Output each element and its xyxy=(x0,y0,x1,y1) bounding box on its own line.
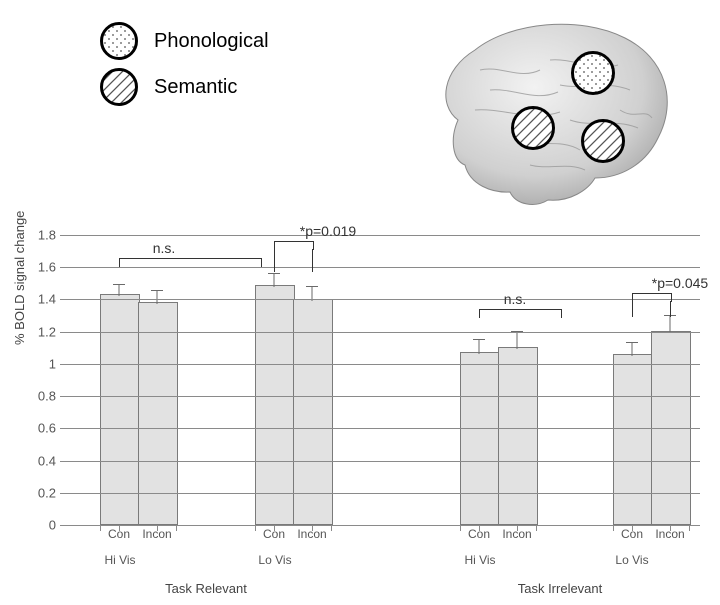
task-group-label: Task Irrelevant xyxy=(518,581,603,596)
legend-label: Semantic xyxy=(154,76,237,99)
significance-label: *p=0.019 xyxy=(300,223,356,239)
x-tick-mark xyxy=(100,525,101,531)
x-tick-label: Incon xyxy=(647,527,693,541)
legend-item: Phonological xyxy=(100,22,269,60)
legend-swatch-semantic xyxy=(100,68,138,106)
significance-drop xyxy=(632,301,633,317)
gridline xyxy=(60,235,700,236)
error-bar xyxy=(670,316,671,334)
bar-rect xyxy=(100,294,140,525)
x-tick-label: Incon xyxy=(494,527,540,541)
significance-label: n.s. xyxy=(153,240,176,256)
gridline xyxy=(60,267,700,268)
x-tick-label: Incon xyxy=(134,527,180,541)
error-bar xyxy=(517,332,518,350)
error-cap xyxy=(626,342,638,343)
bar-rect xyxy=(498,347,538,525)
significance-bracket xyxy=(274,241,314,250)
x-tick-mark xyxy=(613,525,614,531)
y-tick-label: 0.4 xyxy=(36,453,56,468)
significance-label: n.s. xyxy=(504,291,527,307)
significance-drop xyxy=(312,249,313,272)
semantic-roi-temporal xyxy=(581,119,625,163)
bar-rect xyxy=(138,302,178,525)
plot-area: n.s.*p=0.019n.s.*p=0.045 xyxy=(60,235,700,526)
bar-rect xyxy=(613,354,653,525)
bar-rect xyxy=(255,285,295,525)
significance-drop xyxy=(274,249,275,272)
gridline xyxy=(60,332,700,333)
y-tick-label: 1.4 xyxy=(36,292,56,307)
semantic-roi-frontal xyxy=(511,106,555,150)
bar-rect xyxy=(293,299,333,525)
legend-swatch-phonological xyxy=(100,22,138,60)
error-bar xyxy=(274,274,275,287)
y-tick-label: 1.2 xyxy=(36,324,56,339)
gridline xyxy=(60,428,700,429)
significance-bracket xyxy=(632,293,672,302)
error-bar xyxy=(632,343,633,356)
error-cap xyxy=(151,290,163,291)
y-tick-label: 0.8 xyxy=(36,389,56,404)
gridline xyxy=(60,493,700,494)
gridline xyxy=(60,364,700,365)
y-tick-label: 1 xyxy=(36,356,56,371)
x-tick-mark xyxy=(255,525,256,531)
brain-svg xyxy=(420,10,680,210)
error-cap xyxy=(306,286,318,287)
error-bar xyxy=(119,285,120,296)
gridline xyxy=(60,299,700,300)
legend: Phonological Semantic xyxy=(100,22,269,114)
vis-group-label: Hi Vis xyxy=(104,553,135,567)
y-tick-label: 1.8 xyxy=(36,228,56,243)
x-tick-mark xyxy=(331,525,332,531)
gridline xyxy=(60,461,700,462)
gridline xyxy=(60,396,700,397)
significance-drop xyxy=(670,301,671,317)
error-cap xyxy=(268,273,280,274)
significance-bracket xyxy=(479,309,562,318)
y-axis-label: % BOLD signal change xyxy=(12,211,27,345)
bar-groups xyxy=(60,235,700,525)
gridline xyxy=(60,525,700,526)
x-tick-mark xyxy=(689,525,690,531)
vis-group-label: Hi Vis xyxy=(464,553,495,567)
x-tick-mark xyxy=(460,525,461,531)
error-bar xyxy=(157,291,158,304)
error-bar xyxy=(479,340,480,355)
brain-inset xyxy=(420,10,680,210)
significance-bracket xyxy=(119,258,262,267)
vis-group-label: Lo Vis xyxy=(615,553,648,567)
task-group-label: Task Relevant xyxy=(165,581,247,596)
x-tick-mark xyxy=(176,525,177,531)
y-tick-label: 0.6 xyxy=(36,421,56,436)
vis-group-label: Lo Vis xyxy=(258,553,291,567)
chart: % BOLD signal change n.s.*p=0.019n.s.*p=… xyxy=(0,235,720,605)
figure-root: Phonological Semantic xyxy=(0,0,720,605)
error-cap xyxy=(473,339,485,340)
legend-item: Semantic xyxy=(100,68,269,106)
y-tick-label: 0.2 xyxy=(36,485,56,500)
x-tick-mark xyxy=(536,525,537,531)
legend-label: Phonological xyxy=(154,30,269,53)
significance-label: *p=0.045 xyxy=(652,275,708,291)
error-cap xyxy=(113,284,125,285)
y-tick-label: 0 xyxy=(36,518,56,533)
y-tick-label: 1.6 xyxy=(36,260,56,275)
x-tick-label: Incon xyxy=(289,527,335,541)
bar-rect xyxy=(460,352,500,525)
phonological-roi xyxy=(571,51,615,95)
